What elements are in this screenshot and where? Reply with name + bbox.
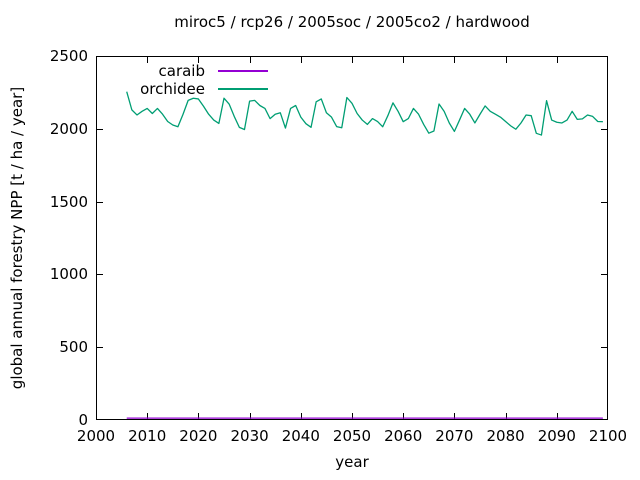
x-tick-label: 2050 [332,427,372,445]
x-tick-label: 2000 [76,427,116,445]
legend-label-orchidee: orchidee [140,79,205,98]
x-tick-label: 2070 [435,427,474,445]
x-axis-title: year [335,453,369,471]
y-tick-label: 500 [59,338,88,357]
y-tick-label: 2000 [49,119,88,138]
legend-color-line-orchidee [218,87,268,90]
x-tick-label: 2010 [128,427,167,445]
y-tick-label: 1000 [49,265,88,284]
x-tick-label: 2100 [588,427,628,445]
plot-area [96,56,608,420]
legend-item-orchidee: orchidee [96,79,268,98]
chart-title: miroc5 / rcp26 / 2005soc / 2005co2 / har… [174,13,530,31]
y-tick-label: 1500 [49,192,88,211]
x-tick-label: 2040 [281,427,320,445]
series-orchidee-line [126,91,603,136]
y-tick-label: 2500 [49,47,88,65]
x-tick-label: 2030 [230,427,269,445]
plot-svg [96,56,608,420]
x-tick-label: 2090 [537,427,576,445]
x-tick-label: 2080 [486,427,525,445]
legend-color-line-caraib [218,69,268,72]
legend-item-caraib: caraib [96,61,268,80]
y-tick-label: 0 [78,411,88,429]
x-tick-label: 2060 [384,427,423,445]
legend-label-caraib: caraib [158,61,206,80]
plot-border [96,56,608,420]
x-tick-label: 2020 [179,427,218,445]
axis-ticks [96,56,607,419]
